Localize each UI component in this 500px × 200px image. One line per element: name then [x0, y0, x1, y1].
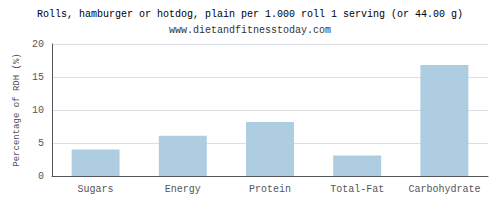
- svg-text:Carbohydrate: Carbohydrate: [408, 184, 480, 195]
- svg-text:Energy: Energy: [165, 184, 201, 195]
- svg-text:Total-Fat: Total-Fat: [330, 184, 384, 195]
- svg-text:Protein: Protein: [249, 184, 291, 195]
- svg-text:www.dietandfitnesstoday.com: www.dietandfitnesstoday.com: [169, 25, 331, 36]
- svg-text:20: 20: [32, 39, 44, 50]
- svg-text:0: 0: [38, 171, 44, 182]
- svg-text:15: 15: [32, 72, 44, 83]
- svg-text:10: 10: [32, 105, 44, 116]
- svg-text:Rolls, hamburger or hotdog, pl: Rolls, hamburger or hotdog, plain per 1.…: [37, 9, 463, 20]
- svg-text:Percentage of RDH (%): Percentage of RDH (%): [12, 53, 22, 166]
- svg-text:5: 5: [38, 138, 44, 149]
- svg-text:Sugars: Sugars: [78, 184, 114, 195]
